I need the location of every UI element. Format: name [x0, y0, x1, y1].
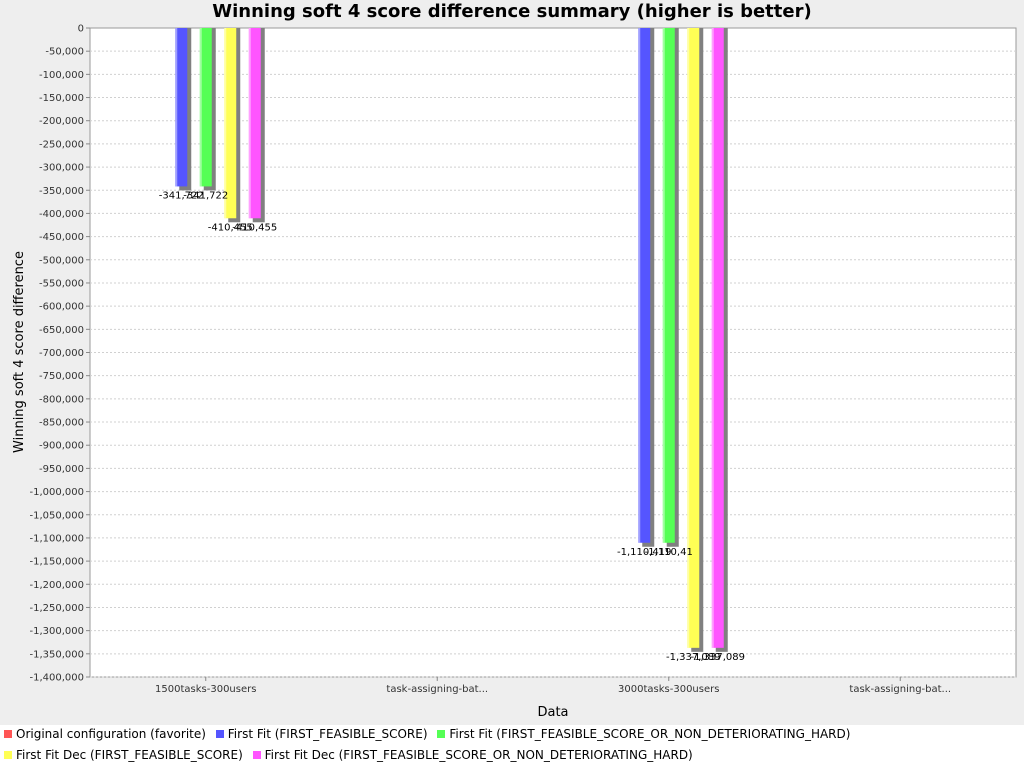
data-label: -341,722: [159, 190, 204, 201]
x-tick-label: 1500tasks-300users: [155, 684, 256, 695]
y-tick-label: -350,000: [39, 186, 84, 197]
bar-highlight: [248, 28, 251, 219]
bar-highlight: [687, 28, 690, 648]
data-label: -1,110,41: [645, 547, 693, 558]
y-tick-label: -1,250,000: [29, 603, 84, 614]
y-tick-label: -1,350,000: [29, 649, 84, 660]
legend-swatch: [4, 730, 12, 738]
bar: [638, 28, 651, 543]
bar-highlight: [199, 28, 202, 187]
legend-label: First Fit (FIRST_FEASIBLE_SCORE_OR_NON_D…: [449, 727, 851, 741]
y-tick-label: -50,000: [45, 47, 84, 58]
legend-swatch: [4, 751, 12, 759]
data-label: -1,337,089: [690, 652, 745, 663]
bar: [175, 28, 188, 187]
legend-label: First Fit Dec (FIRST_FEASIBLE_SCORE): [16, 748, 243, 762]
y-axis: 0 -50,000 -100,000 -150,000 -200,000 -250,000…: [29, 24, 90, 684]
y-tick-label: -400,000: [39, 209, 84, 220]
legend-label: First Fit Dec (FIRST_FEASIBLE_SCORE_OR_N…: [264, 748, 693, 762]
y-tick-label: -850,000: [39, 418, 84, 429]
legend-item-first-fit-dec: First Fit Dec (FIRST_FEASIBLE_SCORE): [4, 748, 243, 762]
legend-swatch: [437, 730, 446, 738]
bar: [711, 28, 724, 648]
y-axis-label: Winning soft 4 score difference: [12, 251, 27, 453]
data-label: -341,722: [183, 190, 228, 201]
y-tick-label: -150,000: [39, 93, 84, 104]
legend-item-first-fit-dec-ndh: First Fit Dec (FIRST_FEASIBLE_SCORE_OR_N…: [252, 748, 693, 762]
bar: [224, 28, 237, 219]
y-tick-label: -1,400,000: [29, 673, 84, 684]
bar: [199, 28, 212, 187]
legend-row: First Fit Dec (FIRST_FEASIBLE_SCORE) Fir…: [4, 748, 699, 762]
chart-area: 0 -50,000 -100,000 -150,000 -200,000 -250,000…: [12, 24, 1017, 720]
bar-highlight: [175, 28, 178, 187]
y-tick-label: -1,200,000: [29, 580, 84, 591]
data-label: -410,455: [208, 222, 253, 233]
y-tick-label: -650,000: [39, 325, 84, 336]
y-tick-label: -500,000: [39, 255, 84, 266]
y-tick-label: 0: [78, 24, 84, 35]
legend-swatch: [252, 751, 261, 759]
x-tick-label: task-assigning-bat...: [849, 684, 951, 695]
y-tick-label: -1,000,000: [29, 487, 84, 498]
x-tick-label: task-assigning-bat...: [386, 684, 488, 695]
bar-highlight: [662, 28, 665, 543]
x-tick-label: 3000tasks-300users: [618, 684, 719, 695]
data-label: -410,455: [232, 222, 277, 233]
x-axis-label: Data: [537, 705, 568, 720]
legend-item-original: Original configuration (favorite): [4, 727, 206, 741]
legend-row: Original configuration (favorite) First …: [4, 727, 856, 741]
y-tick-label: -200,000: [39, 116, 84, 127]
data-label: -1,110,419: [617, 547, 672, 558]
legend-item-first-fit: First Fit (FIRST_FEASIBLE_SCORE): [215, 727, 428, 741]
bar-highlight: [638, 28, 641, 543]
x-axis: 1500tasks-300users task-assigning-bat... 3…: [155, 677, 951, 695]
legend-label: First Fit (FIRST_FEASIBLE_SCORE): [227, 727, 428, 741]
bar: [248, 28, 261, 219]
y-tick-label: -100,000: [39, 70, 84, 81]
bar-highlight: [711, 28, 714, 648]
y-tick-label: -700,000: [39, 348, 84, 359]
y-tick-label: -800,000: [39, 394, 84, 405]
y-tick-label: -600,000: [39, 302, 84, 313]
bar: [662, 28, 675, 543]
y-tick-label: -450,000: [39, 232, 84, 243]
y-tick-label: -1,150,000: [29, 557, 84, 568]
y-tick-label: -1,100,000: [29, 533, 84, 544]
bar-highlight: [224, 28, 227, 219]
y-tick-label: -1,300,000: [29, 626, 84, 637]
y-tick-label: -750,000: [39, 371, 84, 382]
bar: [687, 28, 700, 648]
y-tick-label: -300,000: [39, 163, 84, 174]
y-tick-label: -550,000: [39, 278, 84, 289]
data-label: -1,337,089: [666, 652, 721, 663]
y-tick-label: -1,050,000: [29, 510, 84, 521]
legend-label: Original configuration (favorite): [16, 727, 206, 741]
legend: Original configuration (favorite) First …: [0, 725, 1024, 768]
chart-title: Winning soft 4 score difference summary …: [212, 1, 812, 22]
y-tick-label: -250,000: [39, 139, 84, 150]
legend-swatch: [215, 730, 224, 738]
legend-item-first-fit-ndh: First Fit (FIRST_FEASIBLE_SCORE_OR_NON_D…: [437, 727, 850, 741]
bars: [175, 28, 728, 652]
bar-labels: -341,722 -1,110,419 -341,722 -1,110,41 -410,…: [159, 190, 745, 662]
y-tick-label: -950,000: [39, 464, 84, 475]
y-tick-label: -900,000: [39, 441, 84, 452]
